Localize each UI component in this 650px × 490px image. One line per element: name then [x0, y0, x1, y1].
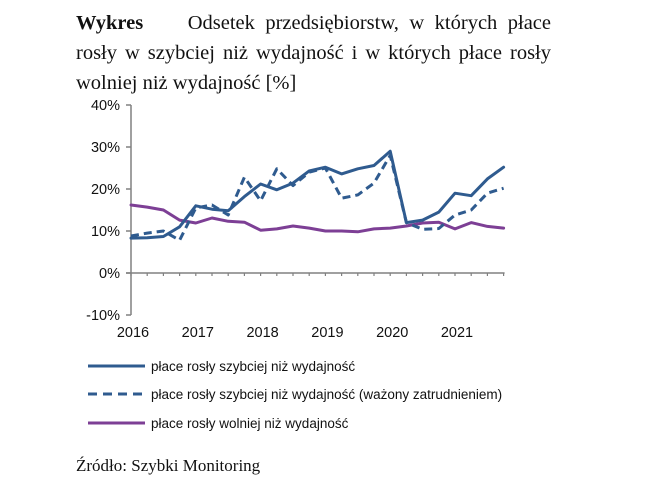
- x-axis: 2016 2017 2018 2019 2020 2021: [117, 272, 505, 341]
- x-tick-label: 2018: [246, 325, 278, 341]
- x-tick-label: 2016: [117, 325, 149, 341]
- chart-title: Wykres Odsetek przedsiębiorstw, w któryc…: [76, 8, 551, 98]
- legend-label: płace rosły wolniej niż wydajność: [151, 416, 349, 431]
- legend-label: płace rosły szybciej niż wydajność (ważo…: [151, 387, 502, 402]
- source-note: Źródło: Szybki Monitoring: [76, 456, 261, 475]
- y-tick-label: -10%: [86, 308, 120, 324]
- y-tick-label: 10%: [91, 224, 120, 240]
- legend: płace rosły szybciej niż wydajność płace …: [88, 359, 502, 431]
- series-line-1: [130, 153, 505, 242]
- x-tick-label: 2019: [311, 325, 343, 341]
- series-line-2: [129, 203, 506, 234]
- y-tick-label: 40%: [91, 98, 120, 114]
- x-tick-label: 2017: [182, 325, 214, 341]
- series-line-0: [129, 149, 506, 240]
- x-tick-label: 2020: [376, 325, 408, 341]
- y-tick-label: 30%: [91, 140, 120, 156]
- y-axis: 40% 30% 20% 10% 0% -10%: [86, 98, 132, 324]
- chart-title-text: Odsetek przedsiębiorstw, w których płace…: [76, 12, 552, 94]
- chart-title-lead: Wykres: [76, 12, 144, 34]
- x-tick-label: 2021: [441, 325, 473, 341]
- y-tick-label: 0%: [99, 266, 120, 282]
- legend-label: płace rosły szybciej niż wydajność: [151, 359, 355, 374]
- series-layer: [129, 149, 506, 242]
- y-tick-label: 20%: [91, 182, 120, 198]
